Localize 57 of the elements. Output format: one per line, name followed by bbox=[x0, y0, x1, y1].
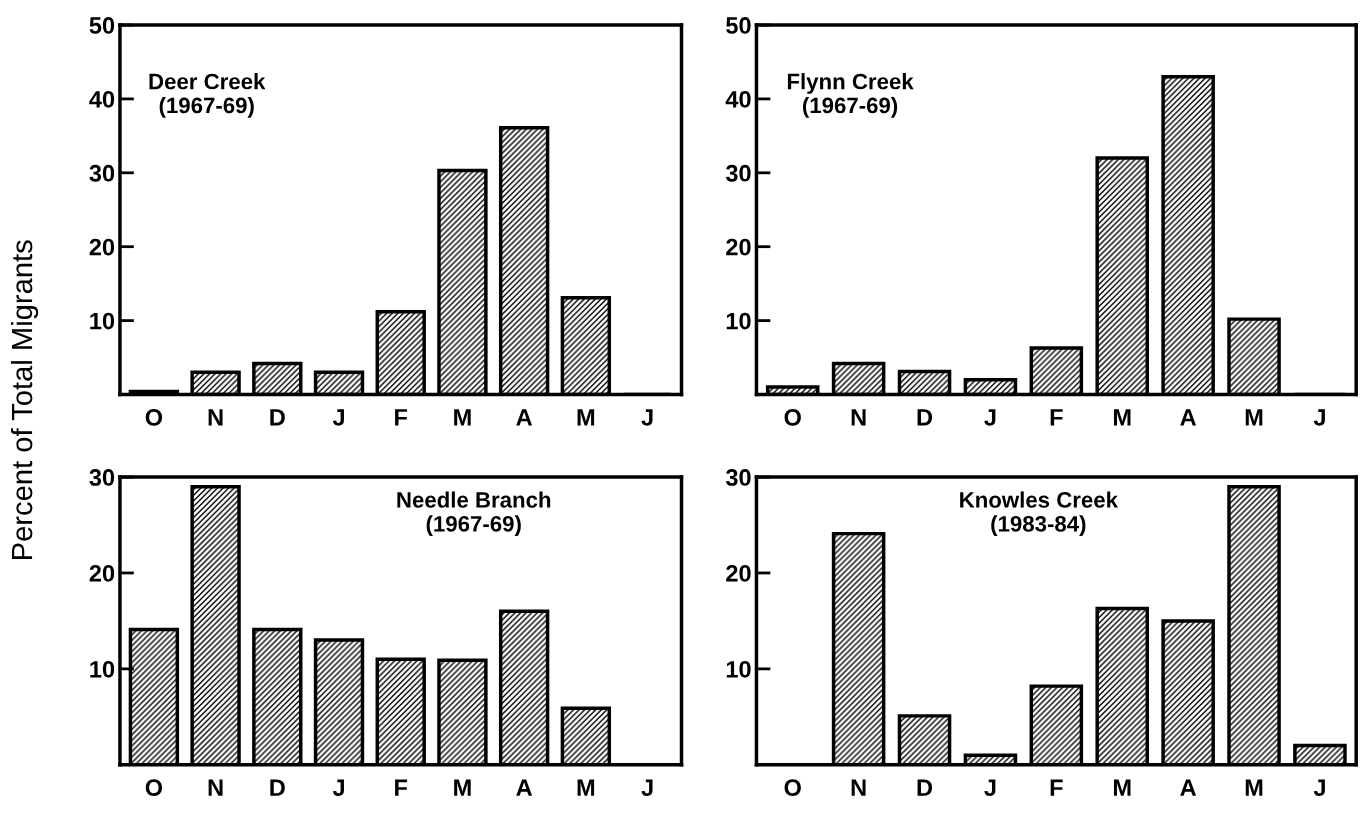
text: Needle Branch (1967-69) bbox=[397, 491, 551, 537]
text: Deer Creek (1967-69) bbox=[149, 73, 266, 118]
x-tick-label: N bbox=[208, 779, 223, 796]
x-tick-label: J bbox=[332, 409, 344, 426]
x-tick-label: D bbox=[270, 779, 285, 796]
x-tick-label: D bbox=[270, 409, 285, 426]
x-tick-label: M bbox=[1245, 779, 1263, 796]
x-tick-label: M bbox=[454, 409, 471, 426]
x-tick-label: J bbox=[332, 779, 344, 797]
text: Knowles Creek (1983-84) bbox=[960, 491, 1119, 537]
y-tick-label: 20 bbox=[89, 238, 115, 256]
y-tick-label: 10 bbox=[90, 312, 115, 330]
y-tick-label: 30 bbox=[725, 469, 751, 486]
x-tick-label: F bbox=[1050, 779, 1063, 796]
y-tick-label: 20 bbox=[726, 238, 751, 256]
x-tick-label: F bbox=[395, 779, 408, 796]
x-tick-label: F bbox=[395, 409, 408, 426]
y-tick-label: 30 bbox=[89, 469, 115, 486]
x-tick-label: J bbox=[641, 779, 653, 797]
x-tick-label: M bbox=[1113, 409, 1131, 426]
y-tick-label: 20 bbox=[89, 565, 115, 582]
x-tick-label: O bbox=[784, 408, 801, 426]
y-tick-label: 10 bbox=[726, 312, 751, 330]
x-tick-label: F bbox=[1050, 409, 1063, 426]
x-tick-label: A bbox=[516, 779, 533, 796]
x-tick-label: J bbox=[1313, 409, 1325, 426]
y-tick-label: 20 bbox=[726, 565, 751, 582]
x-tick-label: A bbox=[1180, 779, 1197, 796]
x-tick-label: A bbox=[1180, 409, 1197, 426]
y-tick-label: 40 bbox=[89, 90, 115, 108]
x-tick-label: N bbox=[851, 409, 866, 426]
x-tick-label: D bbox=[917, 779, 933, 796]
x-tick-label: M bbox=[454, 779, 471, 796]
x-tick-label: O bbox=[145, 779, 163, 797]
x-tick-label: M bbox=[1113, 779, 1131, 796]
x-tick-label: J bbox=[984, 779, 996, 797]
y-tick-label: 10 bbox=[90, 660, 115, 678]
x-tick-label: A bbox=[516, 409, 533, 426]
x-tick-label: D bbox=[917, 409, 933, 426]
x-tick-label: O bbox=[784, 779, 801, 797]
x-tick-label: M bbox=[577, 779, 595, 796]
x-tick-label: O bbox=[145, 408, 163, 426]
x-tick-label: M bbox=[1245, 409, 1263, 426]
x-tick-label: J bbox=[641, 409, 653, 426]
y-tick-label: 30 bbox=[725, 164, 751, 182]
y-tick-label: 30 bbox=[89, 164, 115, 182]
x-tick-label: J bbox=[1313, 779, 1325, 797]
y-axis-title: Percent of Total Migrants bbox=[10, 240, 39, 559]
x-tick-label: J bbox=[984, 409, 996, 426]
x-tick-label: N bbox=[208, 409, 223, 426]
y-tick-label: 50 bbox=[89, 17, 115, 34]
x-tick-label: M bbox=[577, 409, 595, 426]
y-tick-label: 10 bbox=[726, 660, 751, 678]
y-tick-label: 50 bbox=[726, 17, 751, 34]
y-tick-label: 40 bbox=[725, 90, 751, 108]
text: Flynn Creek (1967-69) bbox=[787, 73, 914, 118]
x-tick-label: N bbox=[851, 779, 866, 796]
